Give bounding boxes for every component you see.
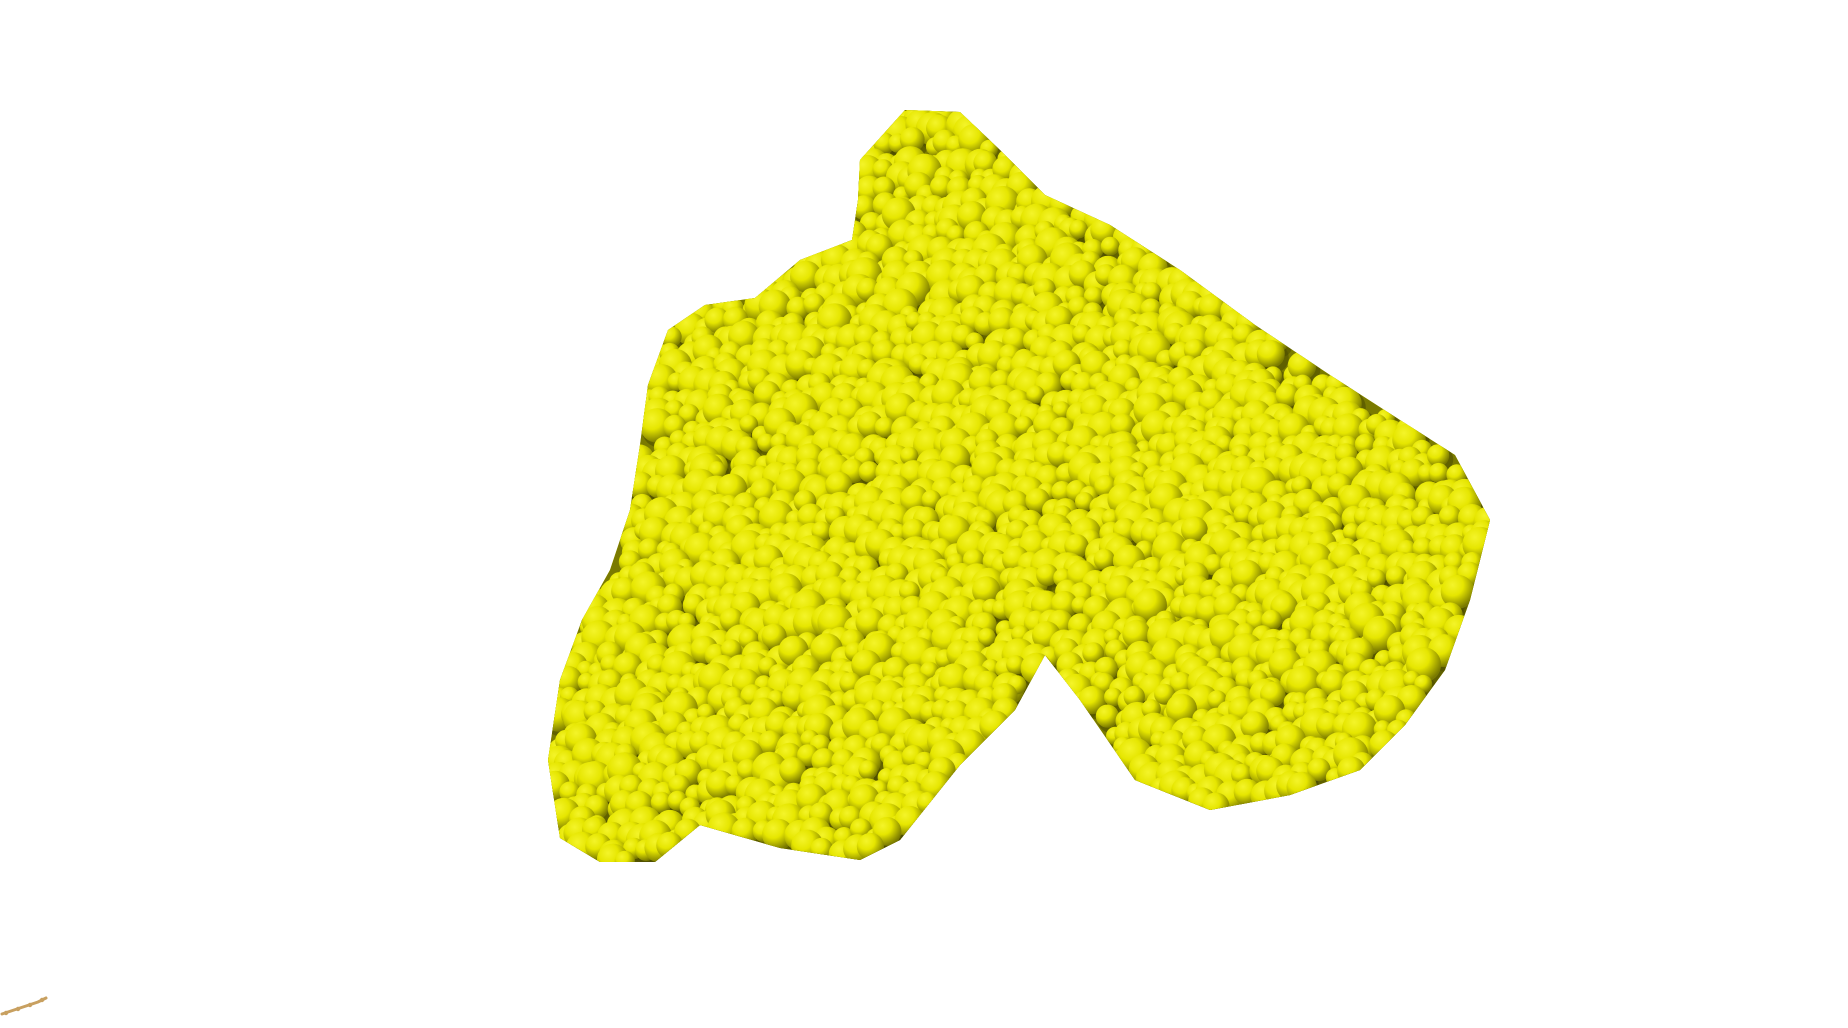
marker-stick (2, 998, 46, 1014)
surface-lump (1021, 653, 1053, 685)
surface-lumps (500, 100, 1508, 880)
surface-lump (615, 851, 635, 871)
surface-lump (1096, 705, 1119, 728)
surface-lump (1257, 340, 1285, 368)
surface-lump (1202, 793, 1229, 820)
small-model-marker[interactable] (2, 998, 46, 1015)
surface-lump (1287, 772, 1317, 802)
marker-atom (28, 1003, 32, 1007)
surface-lump (810, 838, 833, 861)
surface-lump (1101, 237, 1120, 256)
density-map-surface[interactable] (500, 100, 1508, 880)
marker-atom (16, 1007, 20, 1011)
surface-lump (979, 711, 1010, 742)
surface-lump (858, 760, 877, 779)
surface-lump (1429, 463, 1449, 483)
surface-lump (656, 832, 683, 859)
surface-lump (857, 833, 884, 860)
surface-lump (1369, 730, 1399, 760)
marker-atom (40, 998, 44, 1002)
surface-lump (1337, 757, 1365, 785)
marker-atom (4, 1011, 8, 1015)
